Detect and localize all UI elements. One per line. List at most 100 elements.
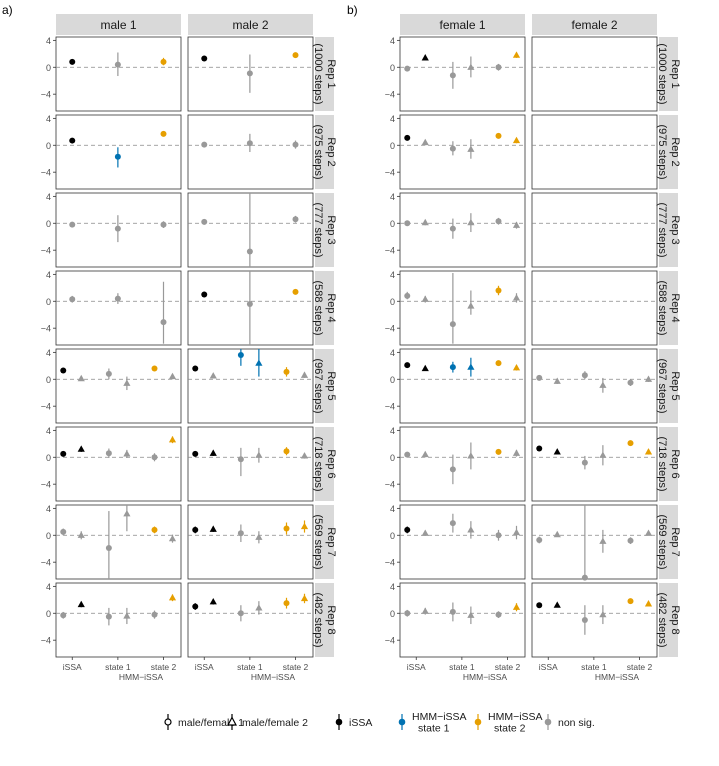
estimate-point [512, 294, 521, 301]
estimate-point [105, 545, 112, 552]
facet-row-label: Rep 2(975 steps) [312, 124, 337, 179]
facet-panel [187, 36, 314, 112]
estimate-point [404, 292, 411, 299]
estimate-point [160, 221, 167, 228]
estimate-point [599, 537, 607, 544]
estimate-point [404, 610, 411, 617]
y-tick-label: 4 [390, 36, 395, 46]
estimate-point [60, 528, 67, 535]
row-rep-label: Rep 2 [325, 137, 337, 166]
y-tick-label: −4 [385, 90, 395, 100]
panel-frame [399, 270, 526, 346]
estimate-point [123, 612, 131, 619]
estimate-point [467, 526, 475, 533]
panel-frame [187, 582, 314, 658]
estimate-point [105, 370, 112, 377]
facet-panel: 4 0 −4 [385, 504, 526, 580]
panel-frame [55, 582, 182, 658]
estimate-point [123, 509, 131, 517]
facet-panel [187, 504, 314, 580]
estimate-point [283, 600, 290, 607]
estimate-point [553, 530, 561, 538]
facet-panel: 4 0 −4 [41, 504, 182, 580]
legend-label: iSSA [349, 717, 372, 729]
panel-tag-b: b) [347, 3, 358, 17]
estimate-point [114, 153, 121, 160]
estimate-point [467, 63, 475, 70]
facet-row-label: Rep 6(718 steps) [656, 436, 681, 491]
y-tick-label: 0 [46, 531, 51, 541]
estimate-point [237, 530, 244, 537]
estimate-point [421, 218, 429, 226]
y-tick-label: −4 [41, 636, 51, 646]
y-tick-label: 0 [46, 453, 51, 463]
facet-panel: 4 0 −4 [385, 36, 526, 112]
estimate-point [255, 533, 263, 540]
panel-frame [399, 36, 526, 112]
row-steps-label: (975 steps) [312, 124, 324, 179]
estimate-point [495, 218, 502, 225]
facet-panel: 4 0 −4 [41, 426, 182, 502]
y-tick-label: −4 [385, 558, 395, 568]
estimate-point [536, 445, 543, 452]
y-tick-label: 4 [390, 114, 395, 124]
y-tick-label: −4 [385, 480, 395, 490]
facet-row-label: Rep 8(482 steps) [656, 592, 681, 647]
facet-row-label: Rep 7(569 steps) [312, 514, 337, 569]
panel-frame [531, 582, 658, 658]
estimate-point [123, 450, 131, 457]
facet-panel: 4 0 −4 [41, 36, 182, 112]
x-tick-label: state 1 [449, 662, 475, 672]
panel-frame [55, 348, 182, 424]
row-steps-label: (718 steps) [656, 436, 668, 491]
y-tick-label: 4 [46, 36, 51, 46]
estimate-point [421, 54, 429, 61]
facet-strip-row [315, 115, 334, 189]
estimate-point [105, 613, 112, 620]
estimate-point [209, 449, 217, 456]
estimate-point [168, 435, 177, 443]
legend-label: non sig. [558, 717, 595, 729]
estimate-point [300, 371, 309, 378]
estimate-point [201, 291, 208, 298]
y-tick-label: 0 [46, 63, 51, 73]
estimate-point [292, 216, 299, 223]
facet-panel [531, 270, 658, 346]
row-rep-label: Rep 5 [325, 371, 337, 400]
estimate-point [192, 603, 199, 610]
y-tick-label: 0 [46, 609, 51, 619]
estimate-point [644, 600, 653, 607]
estimate-point [160, 58, 167, 65]
y-tick-label: 0 [390, 297, 395, 307]
facet-panel [187, 192, 314, 268]
estimate-point [536, 602, 543, 609]
estimate-point [627, 379, 634, 386]
y-tick-label: 0 [390, 141, 395, 151]
estimate-point [512, 51, 521, 58]
row-rep-label: Rep 1 [325, 59, 337, 88]
row-rep-label: Rep 8 [669, 605, 681, 634]
panel-frame [55, 426, 182, 502]
panel-frame [531, 348, 658, 424]
legend-label: male/female 1 [178, 717, 244, 729]
facet-strip-row [659, 193, 678, 267]
estimate-point [114, 61, 121, 68]
estimate-point [644, 375, 653, 382]
estimate-point [495, 132, 502, 139]
estimate-point [512, 528, 521, 536]
panel-frame [531, 192, 658, 268]
estimate-point [581, 459, 588, 466]
estimate-point [495, 287, 502, 294]
facet-strip-row [659, 349, 678, 423]
estimate-point [160, 319, 167, 326]
estimate-point [77, 374, 85, 382]
facet-panel [187, 348, 314, 424]
panel-frame [187, 114, 314, 190]
estimate-point [495, 611, 502, 618]
panel-frame [55, 36, 182, 112]
estimate-point [255, 451, 263, 458]
facet-strip-column [400, 14, 525, 35]
legend-triangle-icon [227, 716, 237, 726]
facet-column-label: male 2 [232, 18, 268, 32]
y-tick-label: 0 [390, 531, 395, 541]
